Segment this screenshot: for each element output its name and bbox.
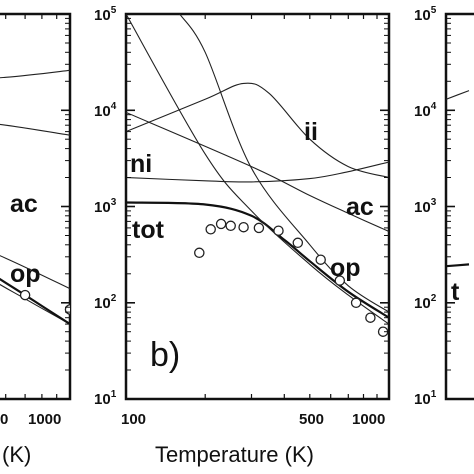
b-series-ii-line [126, 82, 389, 179]
a-data-point-3 [64, 304, 70, 315]
c-y-tick-1e1: 101 [414, 389, 437, 408]
b-data-point-10 [350, 297, 362, 309]
curve-label-tot: tot [132, 216, 165, 244]
panel-c-y-ticks: 101 102 103 104 105 [414, 5, 437, 408]
panel-b-y-ticks: 101 102 103 104 105 [94, 5, 117, 408]
b-data-point-11 [365, 312, 376, 323]
a-series-op-line [0, 283, 70, 325]
c-series-curve-0-line [446, 90, 470, 100]
panel-a-labels: ac op [10, 190, 41, 288]
b-x-tick-100: 100 [121, 411, 146, 428]
curve-label-ii: ii [304, 118, 318, 146]
a-series-curve-2-line [0, 69, 70, 79]
b-data-point-7 [292, 237, 304, 249]
curve-label-ni: ni [130, 150, 152, 178]
panel-a: ac op 0 1000 (K) [0, 12, 72, 467]
c-y-tick-1e4: 104 [414, 101, 437, 120]
b-y-tick-1e3: 103 [94, 197, 117, 216]
a-series-curve-3-line [0, 123, 70, 136]
b-series-ac-line [126, 111, 389, 233]
curve-label-ac-a: ac [10, 190, 38, 218]
b-series-ni-line [126, 161, 389, 183]
b-tick-marks [125, 14, 390, 400]
b-data-point-5 [253, 222, 265, 234]
c-series-curve-1-line [446, 263, 470, 268]
b-x-tick-1000: 1000 [352, 411, 385, 428]
curve-label-op-a: op [10, 260, 41, 288]
b-series-tot-line [126, 201, 389, 319]
a-x-tick-1000: 1000 [28, 411, 61, 428]
curve-label-ac: ac [346, 193, 374, 221]
a-x-axis-title: (K) [2, 442, 31, 467]
panel-b-tag: b) [150, 336, 180, 374]
panel-b-series [126, 14, 389, 337]
b-x-axis-title: Temperature (K) [155, 442, 314, 467]
b-series-op-line [126, 14, 389, 325]
a-data-point-2 [19, 289, 31, 301]
curve-label-t: t [451, 278, 460, 306]
b-data-point-2 [215, 218, 227, 230]
b-data-point-1 [205, 224, 216, 235]
b-data-point-9 [334, 275, 346, 286]
a-x-tick-0: 0 [0, 411, 8, 428]
panel-b: ii ni ac tot op b) 101 102 103 104 105 1… [94, 5, 391, 467]
b-data-point-4 [238, 221, 249, 233]
b-data-point-6 [273, 225, 284, 236]
b-y-tick-1e1: 101 [94, 389, 117, 408]
curve-label-op: op [330, 254, 361, 282]
panel-b-labels: ii ni ac tot op [130, 118, 374, 282]
panel-c-series [446, 90, 470, 268]
a-series-curve-4-line [0, 277, 70, 326]
b-y-tick-1e2: 102 [94, 293, 117, 312]
a-series-ac-line [0, 255, 70, 290]
b-data-point-8 [315, 254, 326, 265]
b-y-tick-1e5: 105 [94, 5, 117, 24]
b-y-tick-1e4: 104 [94, 101, 117, 120]
c-y-tick-1e3: 103 [414, 197, 437, 216]
panel-c: t 101 102 103 104 105 [414, 5, 474, 408]
a-tick-marks [5, 14, 71, 400]
b-series-curve-5-line [179, 14, 389, 313]
c-y-tick-1e2: 102 [414, 293, 437, 312]
b-x-tick-500: 500 [299, 411, 324, 428]
panel-a-series [0, 69, 70, 326]
b-data-point-3 [225, 220, 236, 232]
c-y-tick-1e5: 105 [414, 5, 437, 24]
c-tick-marks [445, 14, 455, 400]
b-data-point-0 [194, 247, 205, 259]
